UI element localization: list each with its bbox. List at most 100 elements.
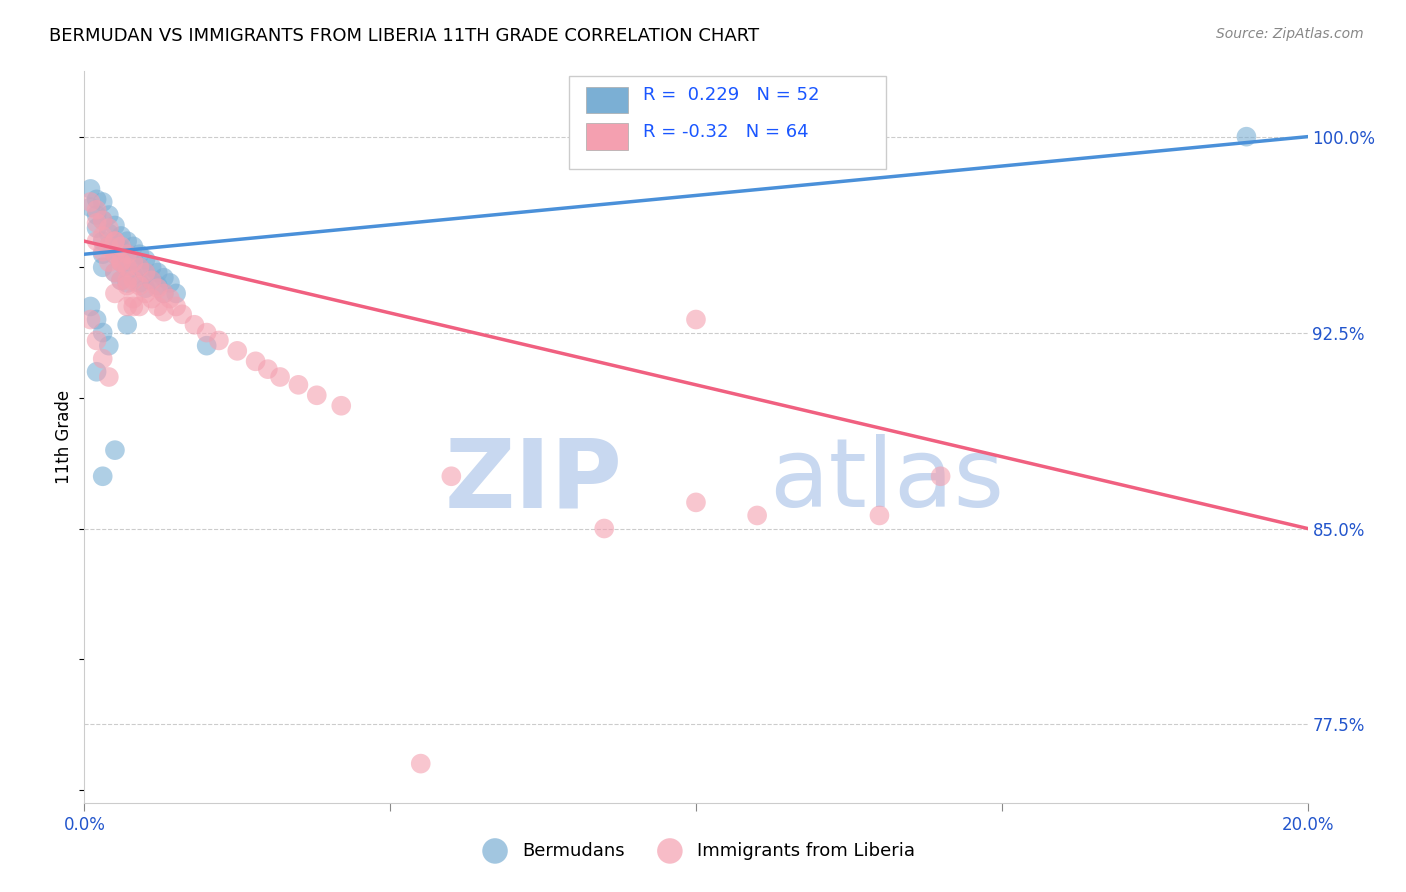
Point bbox=[115, 276, 138, 290]
Point bbox=[104, 286, 127, 301]
Point bbox=[86, 202, 108, 217]
Point bbox=[91, 194, 114, 209]
Point bbox=[86, 221, 108, 235]
Point bbox=[97, 208, 120, 222]
Point bbox=[110, 242, 132, 256]
Point bbox=[141, 260, 163, 275]
Point bbox=[79, 182, 101, 196]
Point bbox=[245, 354, 267, 368]
Point bbox=[409, 756, 432, 771]
Point bbox=[104, 443, 127, 458]
Point bbox=[159, 276, 181, 290]
Point bbox=[128, 260, 150, 275]
Point bbox=[97, 370, 120, 384]
Text: Source: ZipAtlas.com: Source: ZipAtlas.com bbox=[1216, 27, 1364, 41]
Point bbox=[208, 334, 231, 348]
Point bbox=[91, 260, 114, 275]
Point bbox=[172, 307, 194, 321]
Point bbox=[195, 338, 218, 352]
Point bbox=[110, 273, 132, 287]
Point bbox=[110, 228, 132, 243]
Point bbox=[146, 278, 169, 293]
Point bbox=[146, 281, 169, 295]
Point bbox=[97, 239, 120, 253]
Point bbox=[97, 221, 120, 235]
Point bbox=[141, 273, 163, 287]
Point bbox=[91, 247, 114, 261]
Point bbox=[287, 377, 309, 392]
Point bbox=[305, 388, 328, 402]
Point bbox=[685, 312, 707, 326]
Point bbox=[79, 312, 101, 326]
Point bbox=[79, 300, 101, 314]
Point bbox=[330, 399, 353, 413]
Text: R = -0.32   N = 64: R = -0.32 N = 64 bbox=[643, 123, 808, 141]
Point bbox=[153, 286, 176, 301]
Text: BERMUDAN VS IMMIGRANTS FROM LIBERIA 11TH GRADE CORRELATION CHART: BERMUDAN VS IMMIGRANTS FROM LIBERIA 11TH… bbox=[49, 27, 759, 45]
Point bbox=[91, 469, 114, 483]
Point bbox=[869, 508, 891, 523]
Point bbox=[97, 239, 120, 253]
Point bbox=[104, 234, 127, 248]
Point bbox=[79, 194, 101, 209]
Point bbox=[110, 273, 132, 287]
Point bbox=[183, 318, 205, 332]
Point bbox=[115, 247, 138, 261]
Point bbox=[128, 276, 150, 290]
Point bbox=[110, 255, 132, 269]
Point bbox=[97, 227, 120, 241]
Point bbox=[97, 338, 120, 352]
Point bbox=[91, 234, 114, 248]
Point bbox=[128, 260, 150, 275]
Point bbox=[115, 234, 138, 248]
Point bbox=[153, 304, 176, 318]
Point bbox=[122, 239, 145, 253]
Point bbox=[86, 334, 108, 348]
Point bbox=[104, 265, 127, 279]
Point bbox=[97, 255, 120, 269]
Point bbox=[86, 365, 108, 379]
Point bbox=[195, 326, 218, 340]
Text: ZIP: ZIP bbox=[444, 434, 623, 527]
Point bbox=[135, 281, 157, 295]
Legend: Bermudans, Immigrants from Liberia: Bermudans, Immigrants from Liberia bbox=[470, 835, 922, 867]
Point bbox=[104, 234, 127, 248]
Point bbox=[110, 255, 132, 269]
Point bbox=[115, 273, 138, 287]
Point bbox=[685, 495, 707, 509]
Point bbox=[141, 273, 163, 287]
Point bbox=[86, 234, 108, 248]
Point bbox=[86, 312, 108, 326]
Point bbox=[128, 247, 150, 261]
Point bbox=[1236, 129, 1258, 144]
Point bbox=[91, 213, 114, 227]
Point bbox=[747, 508, 769, 523]
Point bbox=[128, 300, 150, 314]
Point bbox=[165, 300, 187, 314]
Point bbox=[115, 318, 138, 332]
Point bbox=[91, 228, 114, 243]
Point bbox=[440, 469, 463, 483]
Point bbox=[110, 255, 132, 269]
Point bbox=[104, 247, 127, 261]
Point bbox=[91, 244, 114, 259]
Point bbox=[135, 265, 157, 279]
Point bbox=[104, 219, 127, 233]
Point bbox=[115, 278, 138, 293]
Point bbox=[122, 268, 145, 282]
Point bbox=[104, 234, 127, 248]
Point bbox=[86, 216, 108, 230]
Text: R =  0.229   N = 52: R = 0.229 N = 52 bbox=[643, 87, 820, 104]
Point bbox=[159, 292, 181, 306]
Point bbox=[593, 521, 616, 535]
Point bbox=[122, 273, 145, 287]
Point bbox=[141, 292, 163, 306]
Point bbox=[104, 265, 127, 279]
Point bbox=[146, 265, 169, 279]
Point bbox=[146, 300, 169, 314]
Point bbox=[91, 326, 114, 340]
Point bbox=[135, 265, 157, 279]
Point bbox=[135, 252, 157, 267]
Text: atlas: atlas bbox=[769, 434, 1004, 527]
Point bbox=[165, 286, 187, 301]
